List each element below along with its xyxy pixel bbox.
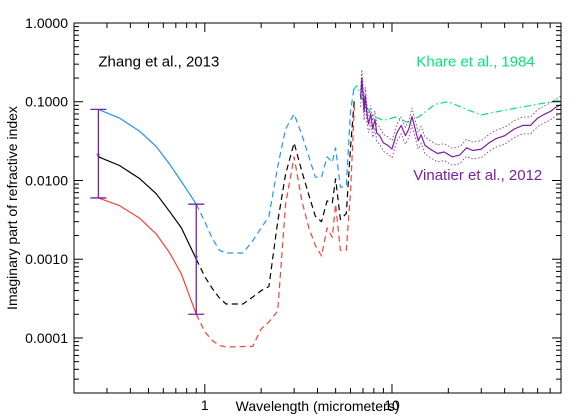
- error-marker-2: *: [194, 252, 199, 266]
- x-tick-label: 1: [201, 397, 209, 413]
- annotation-3: Vinatier et al., 2012: [413, 167, 542, 184]
- text-layer: 1 10 1.0000 0.1000 0.0100 0.0010 0.0001 Wavelen…: [4, 15, 542, 414]
- series-envelope-2: [360, 86, 561, 166]
- y-tick-label: 0.0001: [25, 330, 68, 346]
- series-envelope-1: [360, 69, 561, 149]
- y-tick-label: 0.1000: [25, 94, 68, 110]
- y-axis-label: Imaginary part of refractive index: [4, 106, 20, 310]
- series-line-2: [195, 85, 355, 254]
- series-line-5: [98, 197, 197, 315]
- y-tick-label: 1.0000: [25, 15, 68, 31]
- annotation-1: Zhang et al., 2013: [98, 54, 219, 71]
- annotation-2: Khare et al., 1984: [416, 54, 534, 71]
- error-marker-1: *: [96, 150, 101, 164]
- y-tick-label: 0.0010: [25, 251, 68, 267]
- series-line-4: [195, 98, 355, 305]
- axes-layer: [73, 22, 562, 394]
- x-axis-label: Wavelength (micrometers): [236, 398, 400, 414]
- series-line-6: [195, 105, 355, 348]
- series-line-8: [360, 77, 561, 158]
- series-layer: [98, 69, 561, 348]
- series-line-3: [98, 156, 197, 260]
- series-line-1: [98, 108, 197, 205]
- series-line-7: [352, 85, 561, 123]
- y-tick-label: 0.0100: [25, 172, 68, 188]
- error-bars-layer: **: [90, 108, 205, 315]
- plot-frame: [73, 22, 562, 394]
- x-tick-label: 10: [384, 397, 400, 413]
